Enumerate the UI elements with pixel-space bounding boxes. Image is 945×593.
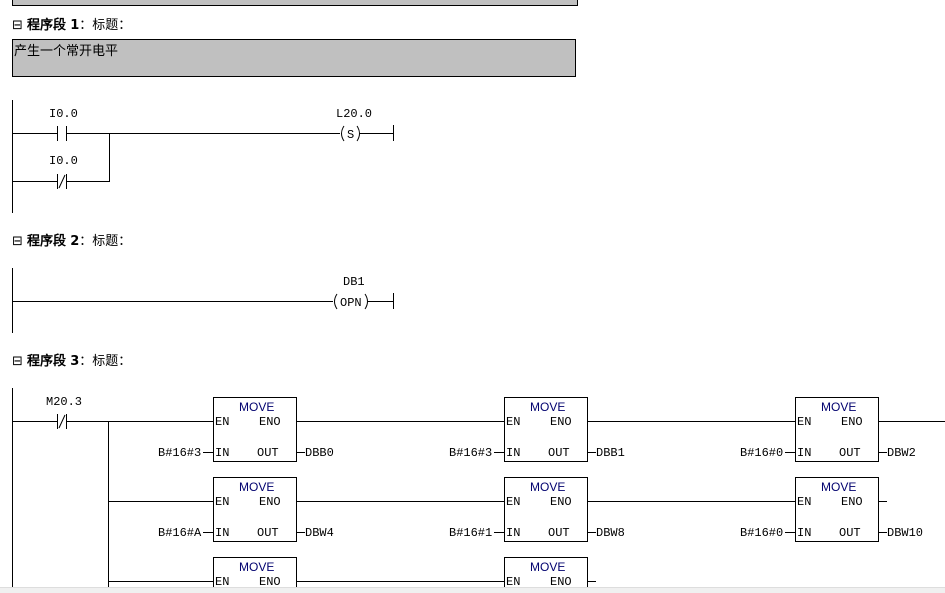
move-en-label: EN (215, 495, 229, 509)
coil-right-paren (364, 293, 368, 310)
contact-address: M20.3 (46, 395, 82, 409)
coil-left-paren (334, 293, 338, 310)
collapse-icon[interactable]: ⊟ (12, 234, 23, 249)
move-eno-label: ENO (841, 415, 863, 429)
coil-symbol: OPN (340, 296, 362, 310)
move-in-value[interactable]: B#16#3 (158, 446, 201, 460)
collapse-icon[interactable]: ⊟ (12, 18, 23, 33)
horizontal-scrollbar[interactable] (0, 587, 945, 593)
contact-nc[interactable] (12, 174, 110, 189)
move-name-label: MOVE (821, 480, 856, 494)
move-en-label: EN (506, 495, 520, 509)
move-out-label: OUT (257, 526, 279, 540)
move-name-label: MOVE (239, 480, 274, 494)
move-box[interactable]: MOVE EN ENO IN OUT B#16#3 DBB1 (449, 397, 625, 462)
move-in-value[interactable]: B#16#0 (740, 446, 783, 460)
move-in-label: IN (797, 446, 811, 460)
network-3-header[interactable]: ⊟ 程序段 3：标题： (12, 354, 132, 369)
move-eno-label: ENO (259, 495, 281, 509)
move-box[interactable]: MOVE EN ENO (504, 557, 588, 593)
network-3-ladder: M20.3 MOVE EN ENO IN OUT B#16#3 DBB0 MOVE EN ENO I… (12, 388, 945, 592)
move-in-label: IN (506, 446, 520, 460)
move-in-value[interactable]: B#16#3 (449, 446, 492, 460)
move-in-value[interactable]: B#16#1 (449, 526, 492, 540)
move-en-label: EN (215, 415, 229, 429)
move-box[interactable]: MOVE EN ENO IN OUT B#16#0 DBW2 (740, 397, 916, 462)
move-box[interactable]: MOVE EN ENO (213, 557, 297, 593)
move-out-value[interactable]: DBW8 (596, 526, 625, 540)
move-eno-label: ENO (841, 495, 863, 509)
move-name-label: MOVE (530, 400, 565, 414)
previous-comment-box (12, 0, 578, 6)
network-2-header[interactable]: ⊟ 程序段 2：标题： (12, 234, 132, 249)
contact-address: I0.0 (49, 107, 78, 121)
move-en-label: EN (797, 415, 811, 429)
move-name-label: MOVE (530, 480, 565, 494)
coil-symbol: S (347, 128, 354, 142)
coil-address: DB1 (343, 275, 365, 289)
move-out-label: OUT (839, 526, 861, 540)
move-out-value[interactable]: DBB1 (596, 446, 625, 460)
move-out-label: OUT (257, 446, 279, 460)
move-eno-label: ENO (550, 495, 572, 509)
move-in-label: IN (797, 526, 811, 540)
move-out-value[interactable]: DBB0 (305, 446, 334, 460)
move-out-label: OUT (548, 526, 570, 540)
network-2-ladder: OPN DB1 (12, 268, 394, 333)
move-en-label: EN (506, 575, 520, 589)
move-name-label: MOVE (239, 400, 274, 414)
move-out-value[interactable]: DBW2 (887, 446, 916, 460)
collapse-icon[interactable]: ⊟ (12, 354, 23, 369)
move-en-label: EN (215, 575, 229, 589)
move-box[interactable]: MOVE EN ENO IN OUT B#16#0 DBW10 (740, 477, 923, 542)
move-name-label: MOVE (530, 560, 565, 574)
coil-address: L20.0 (336, 107, 372, 121)
move-box[interactable]: MOVE EN ENO IN OUT B#16#1 DBW8 (449, 477, 625, 542)
coil-right-paren (356, 125, 360, 142)
move-name-label: MOVE (821, 400, 856, 414)
coil-set[interactable]: S (341, 125, 394, 142)
network-1-ladder: I0.0 I0.0 S L20.0 (12, 100, 394, 213)
move-out-value[interactable]: DBW4 (305, 526, 334, 540)
move-out-label: OUT (839, 446, 861, 460)
move-eno-label: ENO (259, 575, 281, 589)
move-in-label: IN (506, 526, 520, 540)
move-eno-label: ENO (550, 415, 572, 429)
move-eno-label: ENO (259, 415, 281, 429)
move-in-label: IN (215, 446, 229, 460)
move-out-label: OUT (548, 446, 570, 460)
move-in-value[interactable]: B#16#A (158, 526, 202, 540)
network-1-header[interactable]: ⊟ 程序段 1：标题： (12, 18, 132, 33)
move-eno-label: ENO (550, 575, 572, 589)
move-en-label: EN (506, 415, 520, 429)
coil-open-db[interactable]: OPN (334, 293, 394, 310)
network-1-comment[interactable]: 产生一个常开电平 (12, 39, 576, 77)
move-en-label: EN (797, 495, 811, 509)
move-in-label: IN (215, 526, 229, 540)
move-name-label: MOVE (239, 560, 274, 574)
contact-address: I0.0 (49, 154, 78, 168)
move-out-value[interactable]: DBW10 (887, 526, 923, 540)
move-in-value[interactable]: B#16#0 (740, 526, 783, 540)
contact-nc[interactable] (12, 414, 67, 429)
move-box[interactable]: MOVE EN ENO IN OUT B#16#A DBW4 (158, 477, 334, 542)
contact-no[interactable] (12, 126, 67, 141)
coil-left-paren (341, 125, 345, 142)
move-box[interactable]: MOVE EN ENO IN OUT B#16#3 DBB0 (158, 397, 334, 462)
